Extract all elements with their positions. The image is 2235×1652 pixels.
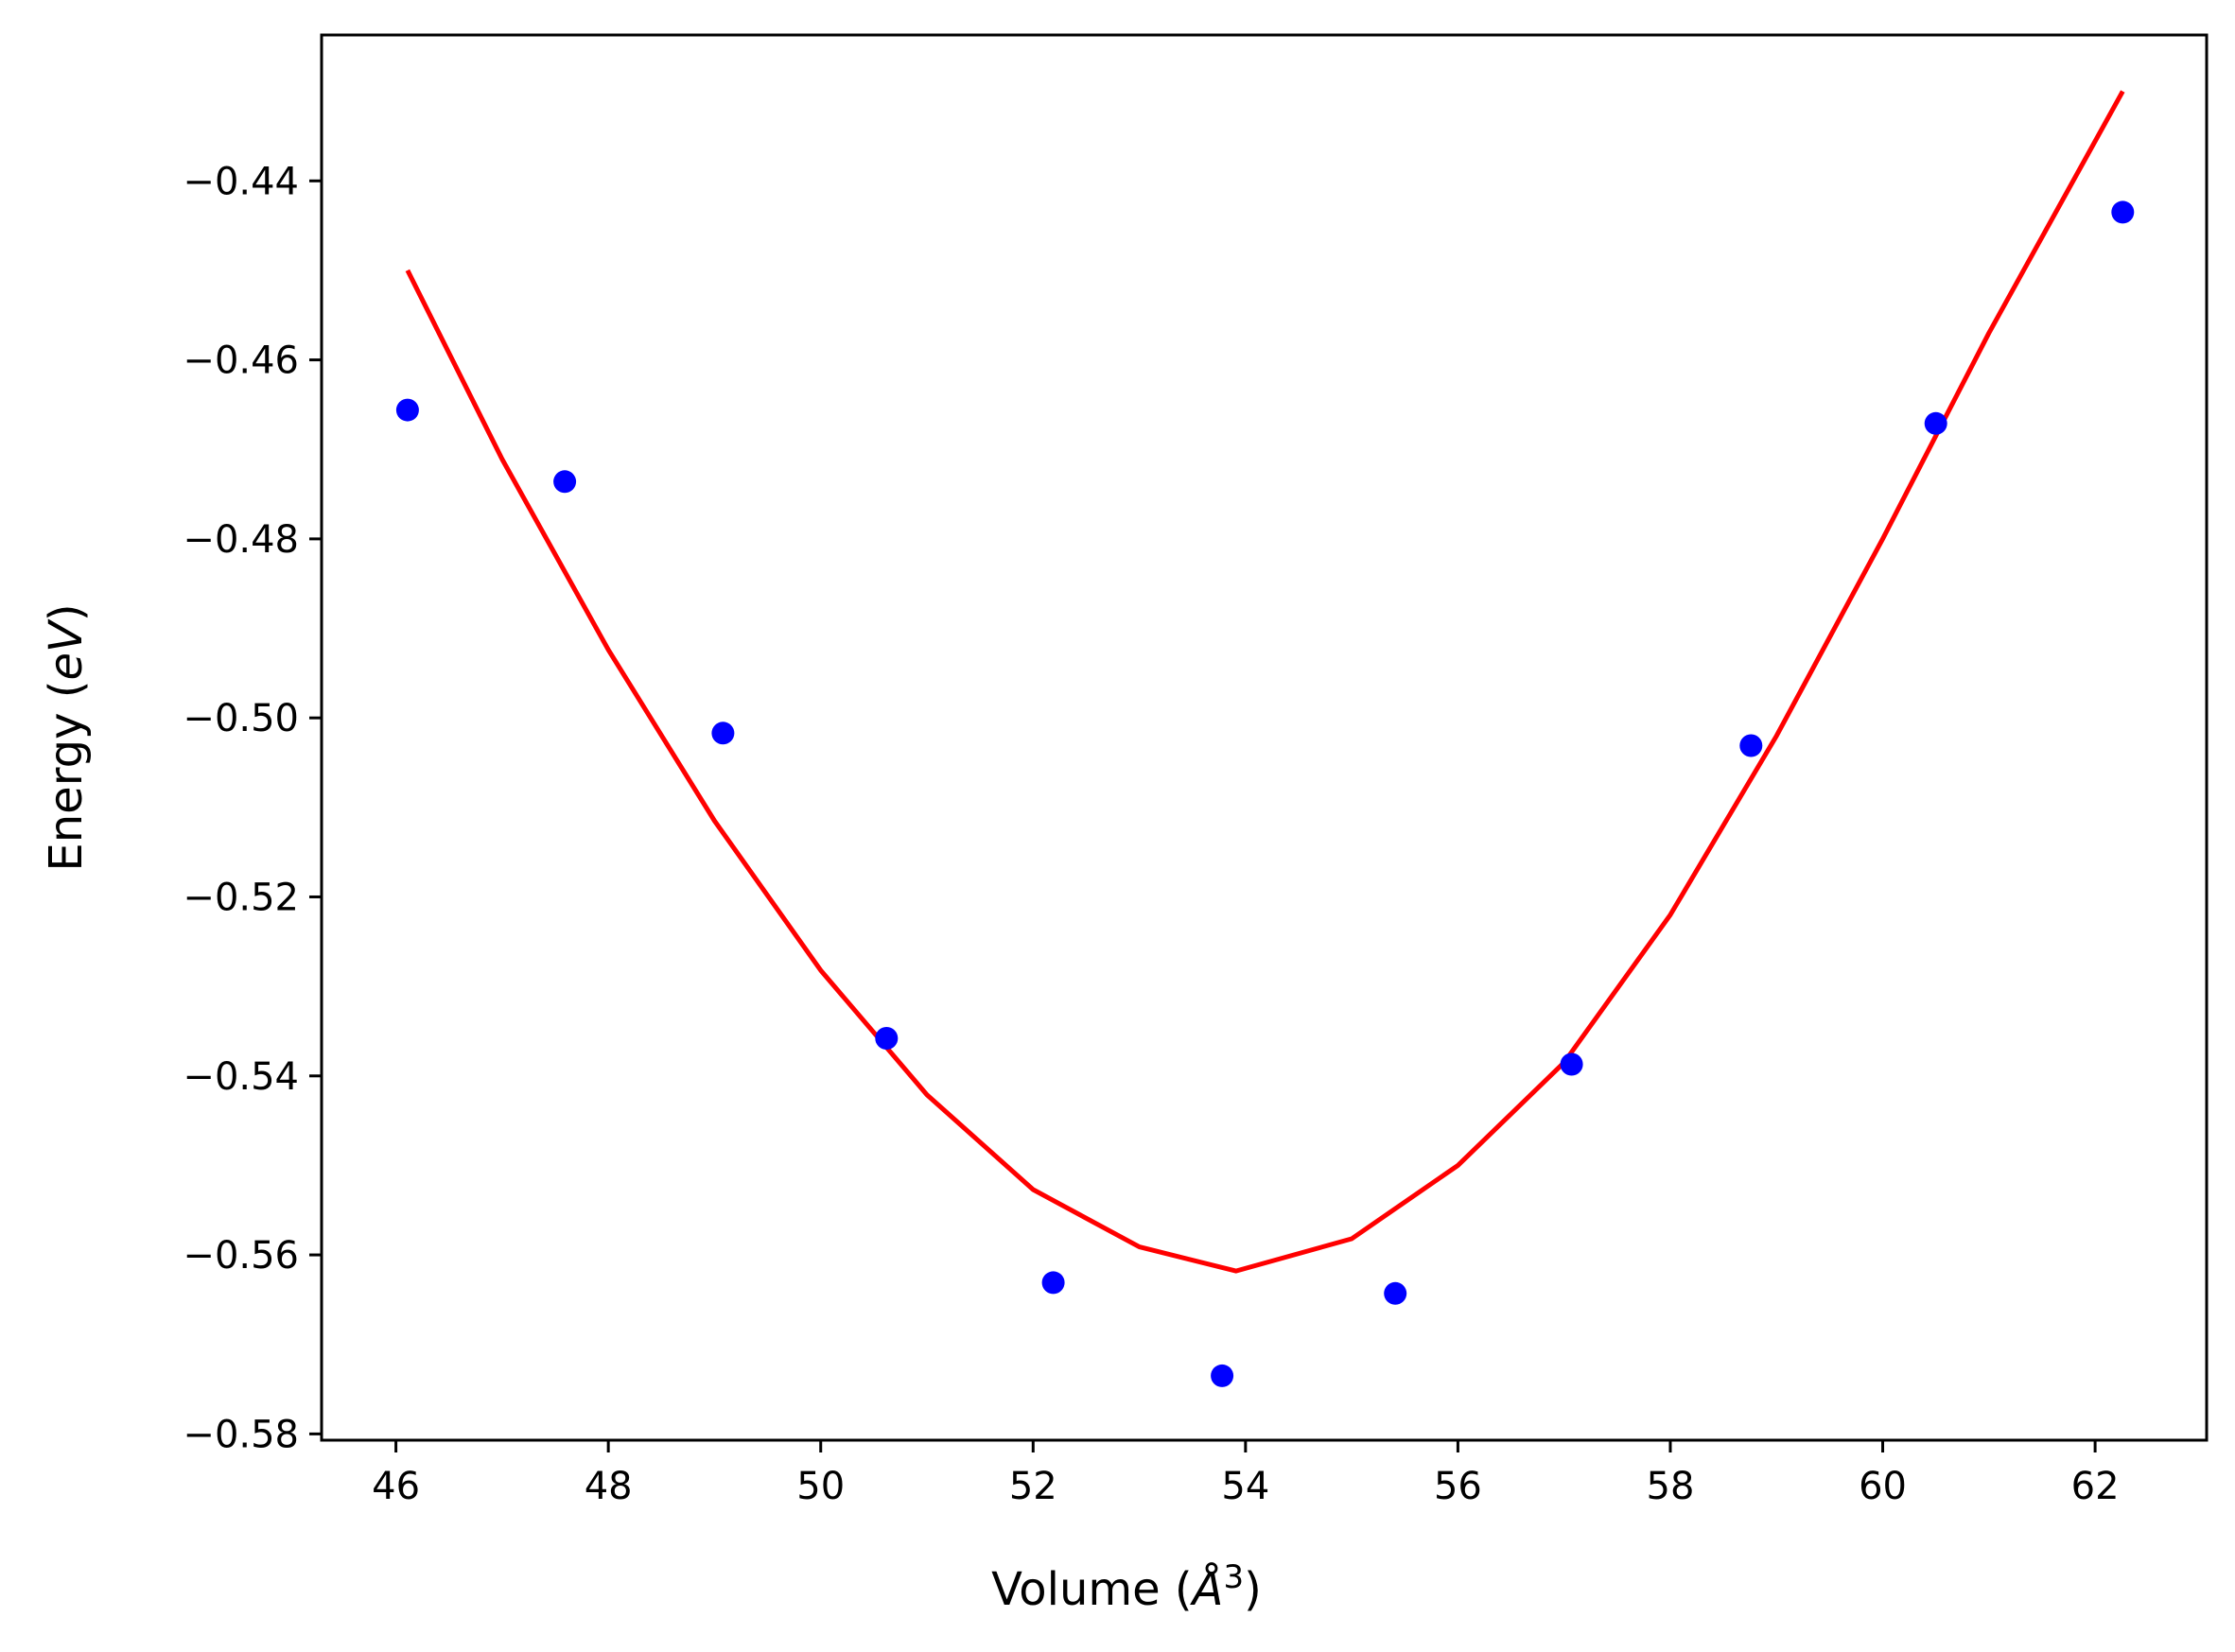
data-point bbox=[1041, 1271, 1065, 1295]
x-tick-label: 54 bbox=[1221, 1465, 1269, 1508]
x-axis-label: Volume (Å3) bbox=[991, 1558, 1262, 1616]
y-tick-label: −0.44 bbox=[183, 160, 299, 203]
data-point bbox=[1384, 1281, 1407, 1305]
data-point bbox=[711, 722, 735, 745]
x-tick-label: 60 bbox=[1859, 1465, 1907, 1508]
y-tick-label: −0.48 bbox=[183, 518, 299, 562]
y-tick-label: −0.58 bbox=[183, 1413, 299, 1456]
data-point bbox=[553, 470, 577, 494]
y-tick-label: −0.52 bbox=[183, 876, 299, 919]
x-tick-label: 58 bbox=[1647, 1465, 1695, 1508]
y-tick-label: −0.56 bbox=[183, 1234, 299, 1278]
x-tick-label: 56 bbox=[1434, 1465, 1482, 1508]
x-tick-label: 46 bbox=[372, 1465, 420, 1508]
x-tick-label: 50 bbox=[796, 1465, 845, 1508]
data-point bbox=[1739, 734, 1763, 757]
x-tick-label: 48 bbox=[585, 1465, 633, 1508]
y-tick-label: −0.54 bbox=[183, 1055, 299, 1099]
x-tick-label: 62 bbox=[2071, 1465, 2120, 1508]
y-axis-label: Energy (eV) bbox=[40, 603, 93, 871]
y-tick-label: −0.50 bbox=[183, 697, 299, 740]
data-point bbox=[2111, 200, 2135, 224]
data-point bbox=[1560, 1052, 1583, 1076]
data-point bbox=[1924, 411, 1947, 435]
data-point bbox=[875, 1027, 899, 1050]
plot-frame bbox=[320, 33, 2209, 1442]
x-tick-label: 52 bbox=[1009, 1465, 1057, 1508]
data-point bbox=[1211, 1364, 1234, 1387]
data-point bbox=[395, 398, 419, 422]
y-tick-label: −0.46 bbox=[183, 339, 299, 383]
fit-curve-line bbox=[405, 90, 2125, 1274]
